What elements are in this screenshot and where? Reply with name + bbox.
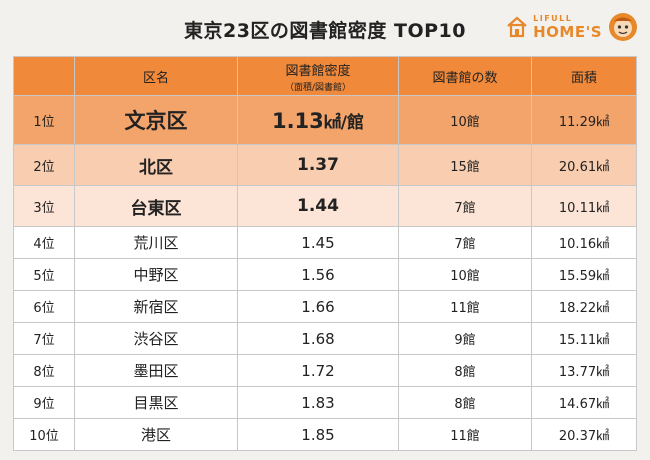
count-cell: 10館 (398, 95, 532, 145)
table-row: 8位 墨田区 1.72 8館 13.77㎢ (13, 354, 637, 387)
rank-cell: 6位 (13, 290, 75, 323)
table-row: 2位 北区 1.37 15館 20.61㎢ (13, 144, 637, 186)
table-row: 9位 目黒区 1.83 8館 14.67㎢ (13, 386, 637, 419)
area-cell: 18.22㎢ (531, 290, 637, 323)
density-cell: 1.13㎢/館 (237, 95, 399, 145)
table-row: 6位 新宿区 1.66 11館 18.22㎢ (13, 290, 637, 323)
area-cell: 10.16㎢ (531, 226, 637, 259)
rank-cell: 5位 (13, 258, 75, 291)
count-cell: 8館 (398, 386, 532, 419)
ward-cell: 北区 (74, 144, 238, 186)
table-row: 7位 渋谷区 1.68 9館 15.11㎢ (13, 322, 637, 355)
density-cell: 1.83 (237, 386, 399, 419)
rank-cell: 4位 (13, 226, 75, 259)
count-cell: 9館 (398, 322, 532, 355)
count-cell: 15館 (398, 144, 532, 186)
rank-cell: 2位 (13, 144, 75, 186)
density-unit: ㎢/館 (323, 112, 365, 133)
area-cell: 15.59㎢ (531, 258, 637, 291)
area-cell: 14.67㎢ (531, 386, 637, 419)
density-cell: 1.85 (237, 418, 399, 451)
brand-logo[interactable]: LIFULL HOME'S (506, 8, 638, 46)
header-area: 面積 (531, 56, 637, 96)
ward-cell: 新宿区 (74, 290, 238, 323)
area-cell: 20.37㎢ (531, 418, 637, 451)
rank-cell: 8位 (13, 354, 75, 387)
area-cell: 15.11㎢ (531, 322, 637, 355)
density-cell: 1.72 (237, 354, 399, 387)
density-value: 1.13 (271, 108, 324, 133)
density-cell: 1.66 (237, 290, 399, 323)
ward-cell: 墨田区 (74, 354, 238, 387)
count-cell: 7館 (398, 226, 532, 259)
density-cell: 1.68 (237, 322, 399, 355)
ward-cell: 中野区 (74, 258, 238, 291)
area-cell: 20.61㎢ (531, 144, 637, 186)
table-row: 3位 台東区 1.44 7館 10.11㎢ (13, 185, 637, 227)
table-row: 1位 文京区 1.13㎢/館 10館 11.29㎢ (13, 95, 637, 145)
ward-cell: 目黒区 (74, 386, 238, 419)
area-cell: 13.77㎢ (531, 354, 637, 387)
logo-small-text: LIFULL (533, 13, 573, 23)
rank-cell: 7位 (13, 322, 75, 355)
mascot-icon (609, 13, 637, 41)
header-ward: 区名 (74, 56, 238, 96)
ward-cell: 文京区 (74, 95, 238, 145)
header-density: 図書館密度 （面積/図書館） (237, 56, 399, 96)
rank-cell: 9位 (13, 386, 75, 419)
rank-cell: 3位 (13, 185, 75, 227)
table-header-row: 区名 図書館密度 （面積/図書館） 図書館の数 面積 (13, 56, 637, 96)
header-density-sub: （面積/図書館） (284, 82, 352, 93)
count-cell: 8館 (398, 354, 532, 387)
area-cell: 10.11㎢ (531, 185, 637, 227)
page-title: 東京23区の図書館密度 TOP10 (183, 20, 467, 42)
table-row: 10位 港区 1.85 11館 20.37㎢ (13, 418, 637, 451)
header-count: 図書館の数 (398, 56, 532, 96)
density-cell: 1.45 (237, 226, 399, 259)
table-row: 4位 荒川区 1.45 7館 10.16㎢ (13, 226, 637, 259)
ward-cell: 港区 (74, 418, 238, 451)
density-cell: 1.44 (237, 185, 399, 227)
rank-cell: 1位 (13, 95, 75, 145)
density-cell: 1.56 (237, 258, 399, 291)
header-rank (13, 56, 75, 96)
count-cell: 7館 (398, 185, 532, 227)
count-cell: 11館 (398, 418, 532, 451)
rank-cell: 10位 (13, 418, 75, 451)
library-density-table: 区名 図書館密度 （面積/図書館） 図書館の数 面積 1位 文京区 1.13㎢/… (13, 56, 637, 451)
ward-cell: 荒川区 (74, 226, 238, 259)
table-row: 5位 中野区 1.56 10館 15.59㎢ (13, 258, 637, 291)
house-icon (507, 16, 527, 38)
ward-cell: 台東区 (74, 185, 238, 227)
count-cell: 11館 (398, 290, 532, 323)
density-cell: 1.37 (237, 144, 399, 186)
count-cell: 10館 (398, 258, 532, 291)
logo-big-text: HOME'S (533, 22, 602, 41)
ward-cell: 渋谷区 (74, 322, 238, 355)
area-cell: 11.29㎢ (531, 95, 637, 145)
header-density-label: 図書館密度 (285, 63, 351, 79)
